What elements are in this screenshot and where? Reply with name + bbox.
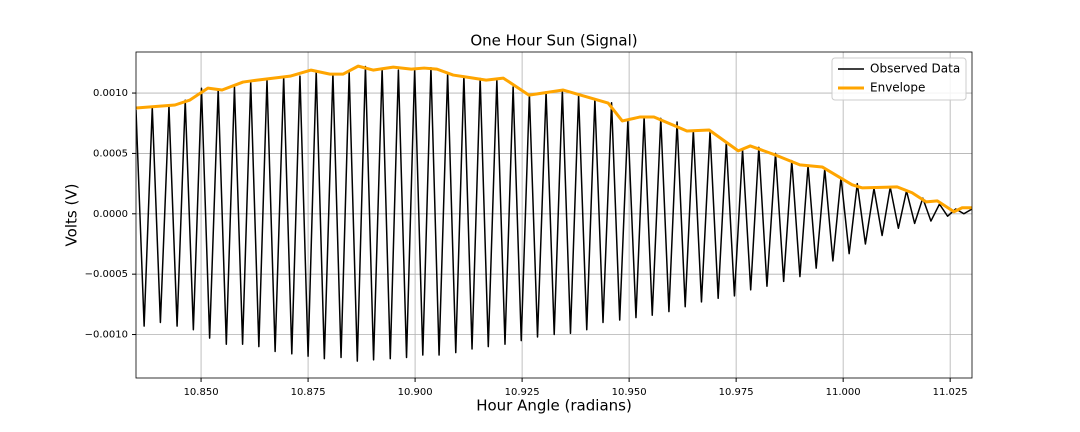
x-tick-label: 11.025 — [933, 387, 968, 398]
y-axis-label: Volts (V) — [63, 184, 81, 247]
x-tick-label: 10.900 — [398, 387, 433, 398]
x-tick-label: 10.950 — [612, 387, 647, 398]
plot-frame — [135, 51, 973, 379]
chart-title: One Hour Sun (Signal) — [470, 32, 637, 50]
x-tick-label: 10.875 — [291, 387, 326, 398]
series-line — [136, 64, 972, 214]
x-axis-label: Hour Angle (radians) — [476, 397, 632, 415]
y-tick-label: −0.0010 — [85, 330, 128, 341]
y-tick-label: 0.0000 — [93, 209, 128, 220]
x-tick-label: 10.850 — [184, 387, 219, 398]
series-line — [136, 65, 972, 362]
x-tick-label: 10.925 — [505, 387, 540, 398]
x-tick-label: 11.000 — [826, 387, 861, 398]
x-tick-label: 10.975 — [719, 387, 754, 398]
y-tick-label: −0.0005 — [85, 269, 128, 280]
legend-label: Observed Data — [870, 62, 960, 76]
y-tick-label: 0.0005 — [93, 148, 128, 159]
legend-label: Envelope — [870, 81, 925, 95]
legend-box — [831, 57, 967, 101]
y-tick-label: 0.0010 — [93, 88, 128, 99]
